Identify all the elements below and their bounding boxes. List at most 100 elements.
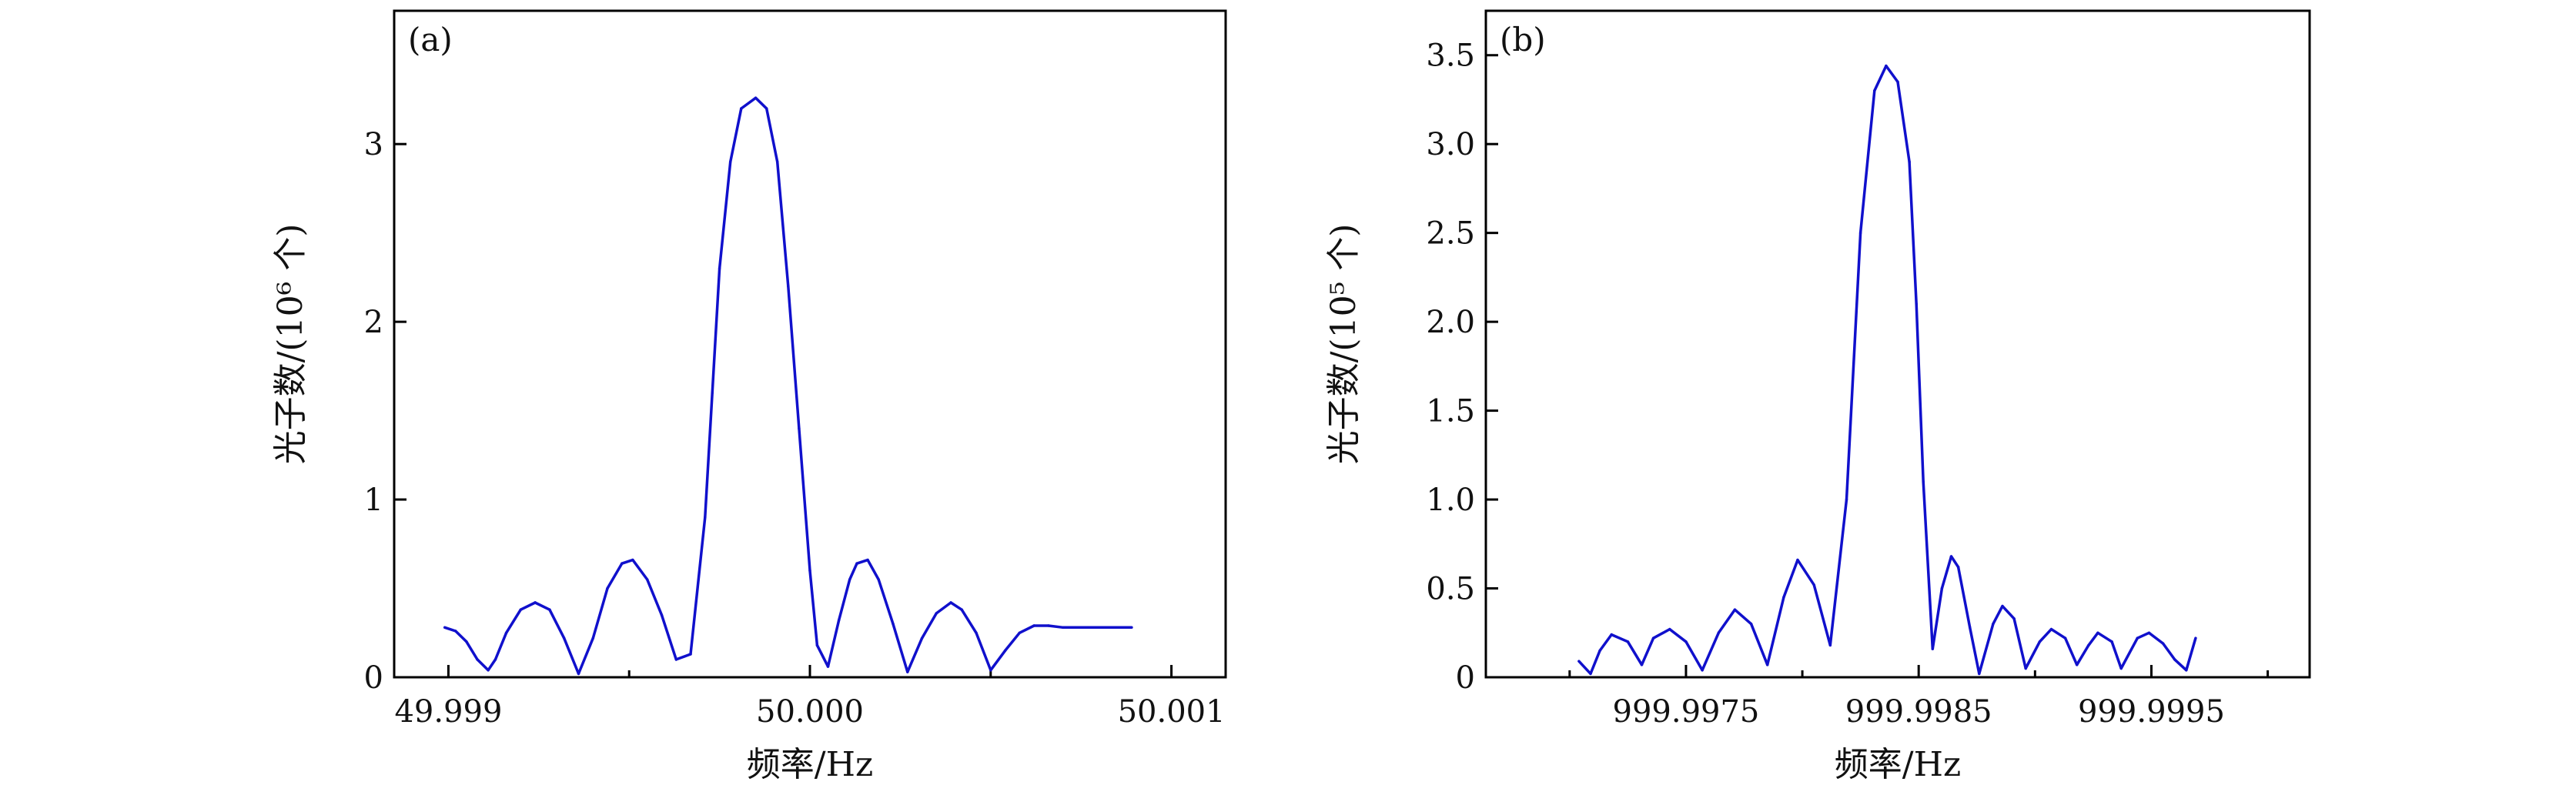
series-line-segment (493, 631, 508, 661)
series-line-segment (775, 160, 790, 288)
series-line-segment (1733, 608, 1753, 626)
x-tick-label: 49.999 (394, 694, 502, 730)
series-line-segment (920, 612, 938, 640)
series-line-segment (2075, 643, 2090, 666)
series-line-segment (2161, 642, 2176, 661)
series-line-segment (740, 96, 758, 110)
series-line-segment (454, 630, 468, 643)
panel-a: 0 1 2 3 49.999 50.000 50.001 (a) 频率/Hz 光子数/(1… (271, 9, 1227, 784)
series-line-segment (728, 107, 743, 164)
series-line-segment (1668, 627, 1688, 643)
series-line-segment (1598, 633, 1613, 653)
series-line-segment (906, 636, 924, 673)
series-line-segment (1782, 558, 1799, 599)
panel-b: 00.51.01.52.02.53.03.5 999.9975 999.9985 9… (1324, 9, 2311, 784)
series-line-segment (621, 558, 634, 565)
series-line-segment (487, 658, 497, 672)
series-line-segment (2038, 627, 2053, 643)
y-tick-label: 3.0 (1426, 127, 1475, 162)
series-line-segment (1651, 627, 1671, 640)
series-line-segment (808, 569, 819, 647)
panel-label-a: (a) (408, 21, 453, 58)
series-line-segment (1701, 631, 1721, 672)
series-line-segment (1873, 64, 1888, 92)
series-line-segment (764, 107, 779, 164)
x-ticks-a: 49.999 50.000 50.001 (394, 665, 1226, 730)
x-axis-title-b: 频率/Hz (1835, 745, 1961, 784)
series-line-segment (1018, 624, 1035, 635)
series-line-segment (577, 636, 595, 676)
panel-label-b: (b) (1500, 21, 1546, 58)
series-line-segment (2087, 631, 2099, 647)
series-line-segment (989, 649, 1007, 672)
y-tick-label: 0 (1456, 660, 1475, 696)
series-line-segment (815, 643, 830, 668)
series-line-segment (1968, 626, 1981, 676)
series-line-segment (960, 608, 978, 635)
series-line-segment (704, 391, 714, 519)
series-line-segment (866, 558, 880, 581)
x-tick-label: 50.000 (756, 694, 864, 730)
series-line-segment (443, 626, 457, 633)
series-line-segment (548, 608, 566, 640)
x-ticks-b: 999.9975 999.9985 999.9995 (1568, 665, 2270, 730)
series-line-segment (949, 601, 963, 611)
series-line-segment (1885, 64, 1899, 84)
series-line-segment (2185, 636, 2197, 672)
series-line-segment (1626, 640, 1644, 666)
y-ticks-b: 0 0.5 1.0 1.5 2.0 2.5 3.0 3.5 (1426, 38, 1498, 696)
series-line-segment (631, 558, 649, 581)
series-line-segment (519, 601, 537, 611)
series-line-segment (826, 619, 841, 668)
x-tick-label: 999.9975 (1613, 694, 1760, 730)
series-line-segment (1915, 302, 1925, 483)
series-line-segment (1047, 624, 1065, 630)
series-line-segment (1577, 660, 1592, 676)
plot-frame-b (1484, 9, 2311, 679)
series-line-segment (504, 608, 523, 635)
series-line-segment (1828, 498, 1848, 647)
series-line-segment (754, 96, 768, 110)
series-line-segment (689, 516, 707, 656)
series-line-segment (1610, 633, 1630, 643)
x-tick-label: 999.9995 (2078, 694, 2225, 730)
series-line-segment (975, 631, 992, 672)
series-line-segment (2063, 636, 2079, 666)
y-ticks-a: 0 1 2 3 (364, 127, 406, 696)
series-line-segment (1812, 583, 1832, 647)
y-tick-label: 3.5 (1426, 38, 1475, 74)
series-line-segment (2110, 640, 2123, 670)
series-line-segment (1931, 586, 1944, 650)
y-tick-label: 2.5 (1426, 216, 1475, 252)
series-line-segment (2001, 604, 2016, 620)
series-line-segment (2147, 631, 2165, 645)
series-line-segment (1922, 480, 1935, 650)
series-line-segment (1858, 89, 1876, 235)
series-points-b (1577, 64, 2197, 676)
series-line-segment (2049, 627, 2067, 640)
series-line-segment (1684, 640, 1704, 672)
series-line-segment (660, 613, 678, 661)
series-line-segment (1003, 631, 1022, 653)
series-line-segment (1845, 231, 1862, 501)
series-line-segment (476, 658, 490, 672)
series-line-segment (562, 636, 580, 676)
series-line-segment (787, 285, 801, 430)
series-line-segment (837, 578, 851, 622)
series-line-segment (2119, 636, 2139, 670)
series-line-segment (1717, 608, 1737, 635)
series-line-segment (591, 586, 609, 640)
series-points-a (443, 96, 1133, 676)
series-line-segment (606, 562, 624, 590)
y-tick-label: 1.5 (1426, 394, 1475, 429)
series-line-segment (798, 426, 811, 573)
series-line-segment (2136, 631, 2151, 640)
series-line-segment (1589, 649, 1601, 676)
series-line-segment (645, 578, 664, 616)
series-line-segment (855, 558, 869, 565)
y-tick-label: 0.5 (1426, 572, 1475, 607)
series-line-segment (1978, 622, 1995, 676)
series-line-segment (1640, 636, 1655, 666)
y-tick-label: 2 (364, 305, 383, 340)
